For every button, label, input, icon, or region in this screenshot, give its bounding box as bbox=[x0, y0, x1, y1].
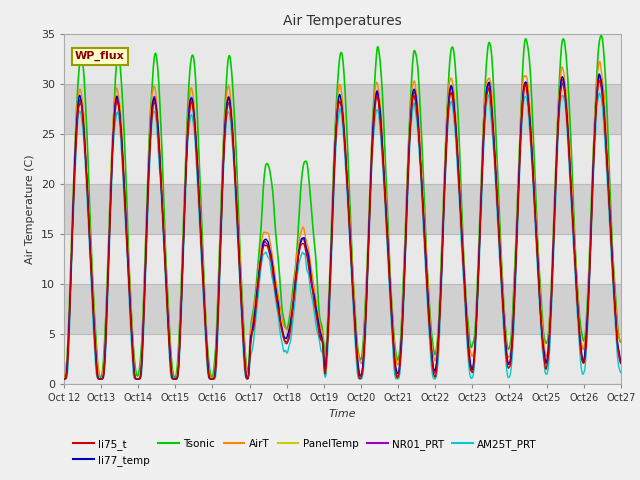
AM25T_PRT bbox=[246, 357, 254, 362]
X-axis label: Time: Time bbox=[328, 408, 356, 419]
Tsonic bbox=[617, 339, 625, 345]
PanelTemp bbox=[171, 376, 179, 382]
AirT bbox=[617, 338, 625, 344]
PanelTemp bbox=[184, 121, 192, 127]
AM25T_PRT bbox=[596, 90, 604, 96]
Line: Tsonic: Tsonic bbox=[64, 36, 621, 378]
PanelTemp bbox=[246, 341, 254, 347]
PanelTemp bbox=[502, 347, 509, 352]
AirT bbox=[429, 351, 437, 357]
Line: AirT: AirT bbox=[64, 61, 621, 379]
AirT bbox=[134, 376, 141, 382]
AM25T_PRT bbox=[551, 225, 559, 231]
Bar bbox=[64, 34, 621, 84]
PanelTemp bbox=[617, 357, 625, 363]
AM25T_PRT bbox=[502, 353, 509, 359]
li75_t bbox=[617, 360, 625, 365]
Line: li77_temp: li77_temp bbox=[64, 74, 621, 379]
Tsonic bbox=[551, 183, 559, 189]
li77_temp bbox=[551, 195, 559, 201]
AirT bbox=[596, 59, 604, 64]
AM25T_PRT bbox=[617, 370, 625, 375]
Line: AM25T_PRT: AM25T_PRT bbox=[64, 93, 621, 379]
Tsonic bbox=[171, 374, 179, 380]
AirT bbox=[171, 376, 179, 382]
Bar bbox=[64, 134, 621, 184]
Tsonic bbox=[597, 33, 605, 38]
li75_t bbox=[429, 368, 437, 374]
Bar bbox=[64, 184, 621, 234]
Tsonic bbox=[502, 330, 509, 336]
PanelTemp bbox=[60, 376, 68, 382]
li75_t bbox=[171, 376, 179, 382]
li75_t bbox=[60, 376, 68, 382]
NR01_PRT bbox=[246, 338, 254, 344]
AirT bbox=[246, 332, 254, 338]
Title: Air Temperatures: Air Temperatures bbox=[283, 14, 402, 28]
NR01_PRT bbox=[551, 202, 559, 207]
li75_t bbox=[96, 376, 104, 382]
li75_t bbox=[246, 345, 254, 350]
NR01_PRT bbox=[184, 120, 192, 126]
PanelTemp bbox=[551, 201, 559, 206]
PanelTemp bbox=[429, 367, 437, 372]
li77_temp bbox=[184, 119, 192, 125]
NR01_PRT bbox=[429, 365, 437, 371]
Tsonic bbox=[246, 329, 254, 335]
Tsonic bbox=[184, 95, 192, 100]
NR01_PRT bbox=[171, 376, 179, 382]
NR01_PRT bbox=[617, 360, 625, 366]
Line: NR01_PRT: NR01_PRT bbox=[64, 76, 621, 379]
NR01_PRT bbox=[502, 343, 509, 348]
Bar bbox=[64, 334, 621, 384]
NR01_PRT bbox=[97, 376, 104, 382]
PanelTemp bbox=[596, 76, 604, 82]
AirT bbox=[184, 109, 192, 115]
AM25T_PRT bbox=[60, 376, 68, 382]
PanelTemp bbox=[134, 376, 141, 382]
Text: WP_flux: WP_flux bbox=[75, 51, 125, 61]
AM25T_PRT bbox=[429, 373, 436, 379]
AM25T_PRT bbox=[170, 376, 178, 382]
Bar bbox=[64, 234, 621, 284]
Bar bbox=[64, 284, 621, 334]
NR01_PRT bbox=[596, 73, 604, 79]
NR01_PRT bbox=[60, 376, 68, 382]
li77_temp bbox=[60, 376, 68, 382]
li77_temp bbox=[171, 376, 179, 382]
Line: li75_t: li75_t bbox=[64, 81, 621, 379]
AM25T_PRT bbox=[184, 138, 191, 144]
AirT bbox=[60, 376, 68, 382]
AirT bbox=[502, 336, 509, 341]
li77_temp bbox=[246, 336, 254, 342]
li77_temp bbox=[170, 376, 178, 382]
Bar bbox=[64, 84, 621, 134]
li75_t bbox=[502, 350, 509, 356]
li77_temp bbox=[595, 71, 603, 77]
li75_t bbox=[596, 78, 604, 84]
Tsonic bbox=[429, 344, 437, 349]
Y-axis label: Air Temperature (C): Air Temperature (C) bbox=[26, 154, 35, 264]
Tsonic bbox=[97, 375, 104, 381]
li77_temp bbox=[502, 345, 509, 351]
li77_temp bbox=[617, 358, 625, 363]
li75_t bbox=[184, 126, 192, 132]
Line: PanelTemp: PanelTemp bbox=[64, 79, 621, 379]
AirT bbox=[551, 185, 559, 191]
li75_t bbox=[551, 203, 559, 209]
li77_temp bbox=[429, 363, 437, 369]
Legend: li75_t, li77_temp, Tsonic, AirT, PanelTemp, NR01_PRT, AM25T_PRT: li75_t, li77_temp, Tsonic, AirT, PanelTe… bbox=[69, 435, 541, 470]
Tsonic bbox=[60, 374, 68, 380]
